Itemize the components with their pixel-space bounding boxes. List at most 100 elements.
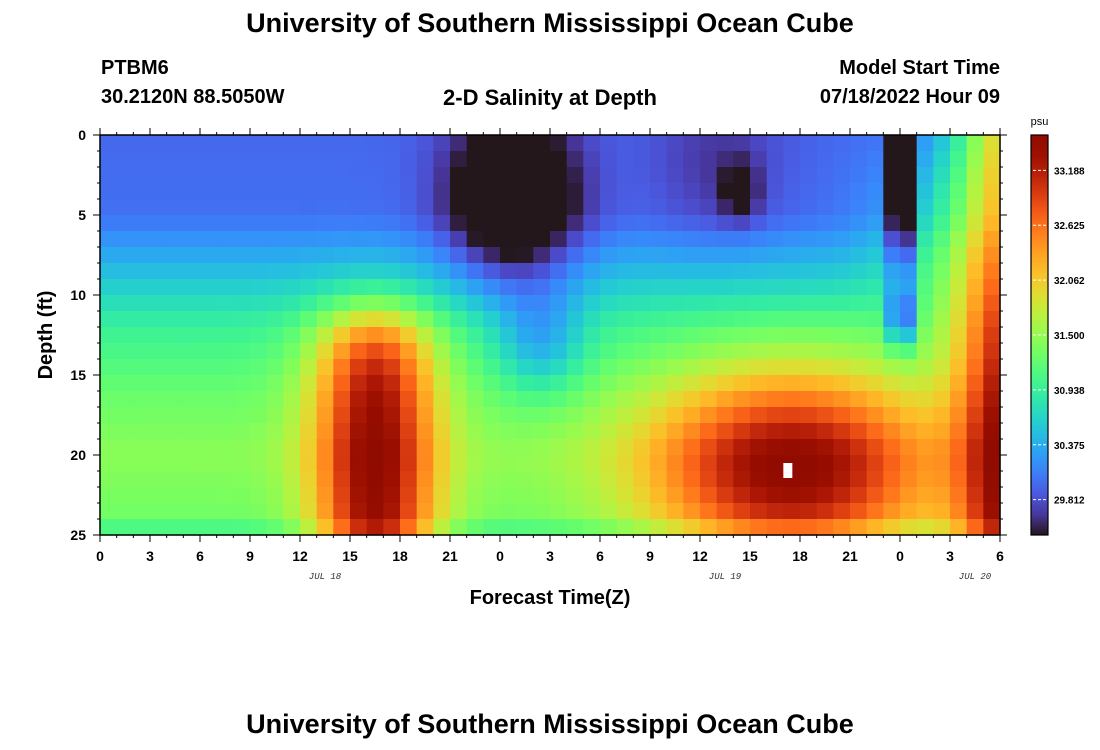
heatmap-cell [350, 279, 368, 296]
y-axis-title: Depth (ft) [35, 291, 57, 380]
heatmap-cell [316, 231, 334, 248]
heatmap-cell [216, 295, 234, 312]
heatmap-cell [116, 327, 134, 344]
heatmap-cell [566, 375, 584, 392]
heatmap-cell [100, 503, 118, 520]
heatmap-cell [533, 167, 551, 184]
heatmap-cell [283, 279, 301, 296]
heatmap-cell [216, 279, 234, 296]
heatmap-cell [616, 263, 634, 280]
heatmap-cell [783, 215, 801, 232]
heatmap-cell [600, 423, 618, 440]
heatmap-cell [116, 471, 134, 488]
heatmap-cell [566, 423, 584, 440]
heatmap-cell [783, 487, 801, 504]
heatmap-cell [866, 135, 884, 152]
heatmap-cell [850, 215, 868, 232]
heatmap-cell [716, 247, 734, 264]
heatmap-cell [150, 391, 168, 408]
heatmap-cell [483, 231, 501, 248]
heatmap-cell [933, 247, 951, 264]
heatmap-cell [266, 295, 284, 312]
heatmap-cell [100, 183, 118, 200]
heatmap-cell [216, 183, 234, 200]
heatmap-cell [100, 407, 118, 424]
heatmap-cell [316, 375, 334, 392]
heatmap-cell [283, 423, 301, 440]
heatmap-cell [333, 247, 351, 264]
heatmap-cell [616, 295, 634, 312]
heatmap-cell [533, 471, 551, 488]
heatmap-cell [516, 503, 534, 520]
heatmap-cell [700, 391, 718, 408]
heatmap-cell [866, 375, 884, 392]
heatmap-cell [833, 151, 851, 168]
heatmap-cell [716, 135, 734, 152]
heatmap-cell [466, 407, 484, 424]
heatmap-cell [550, 487, 568, 504]
heatmap-cell [433, 295, 451, 312]
heatmap-cell [350, 263, 368, 280]
heatmap-cell [933, 311, 951, 328]
heatmap-cell [216, 247, 234, 264]
heatmap-cell [750, 471, 768, 488]
heatmap-cell [966, 167, 984, 184]
heatmap-cell [500, 407, 518, 424]
heatmap-cell [433, 135, 451, 152]
heatmap-cell [350, 359, 368, 376]
heatmap-cell [750, 263, 768, 280]
heatmap-cell [933, 407, 951, 424]
heatmap-cell [216, 487, 234, 504]
heatmap-cell [883, 439, 901, 456]
heatmap-cell [350, 519, 368, 536]
heatmap-cell [683, 407, 701, 424]
heatmap-cell [983, 279, 1001, 296]
heatmap-cell [800, 151, 818, 168]
heatmap-cell [250, 359, 268, 376]
heatmap-cell [933, 455, 951, 472]
heatmap-cell [433, 279, 451, 296]
heatmap-cell [383, 263, 401, 280]
heatmap-cell [400, 327, 418, 344]
heatmap-cell [916, 391, 934, 408]
heatmap-cell [233, 391, 251, 408]
heatmap-cell [116, 391, 134, 408]
heatmap-cell [950, 503, 968, 520]
heatmap-cell [683, 343, 701, 360]
heatmap-cell [516, 519, 534, 536]
heatmap-cell [150, 231, 168, 248]
heatmap-cell [550, 359, 568, 376]
heatmap-cell [450, 231, 468, 248]
heatmap-cell [883, 343, 901, 360]
heatmap-cell [433, 167, 451, 184]
heatmap-cell [766, 247, 784, 264]
heatmap-cell [533, 503, 551, 520]
heatmap-cell [450, 391, 468, 408]
heatmap-cell [800, 343, 818, 360]
heatmap-cell [683, 423, 701, 440]
heatmap-cell [533, 151, 551, 168]
heatmap-cell [433, 343, 451, 360]
heatmap-cell [950, 359, 968, 376]
heatmap-cell [950, 327, 968, 344]
heatmap-cell [216, 311, 234, 328]
heatmap-cell [233, 359, 251, 376]
heatmap-cell [816, 279, 834, 296]
heatmap-cell [983, 167, 1001, 184]
heatmap-cell [900, 135, 918, 152]
x-tick-label: 6 [596, 548, 604, 564]
heatmap-cell [583, 263, 601, 280]
heatmap-cell [400, 247, 418, 264]
heatmap-cell [266, 455, 284, 472]
heatmap-cell [750, 391, 768, 408]
heatmap-cell [850, 135, 868, 152]
heatmap-cell [483, 311, 501, 328]
heatmap-cell [866, 167, 884, 184]
date-label: JUL 18 [309, 572, 342, 582]
heatmap-cell [566, 439, 584, 456]
heatmap-cell [450, 215, 468, 232]
colorbar-tick-label: 30.938 [1054, 386, 1085, 397]
heatmap-cell [250, 439, 268, 456]
heatmap-cell [883, 167, 901, 184]
heatmap-cell [850, 311, 868, 328]
